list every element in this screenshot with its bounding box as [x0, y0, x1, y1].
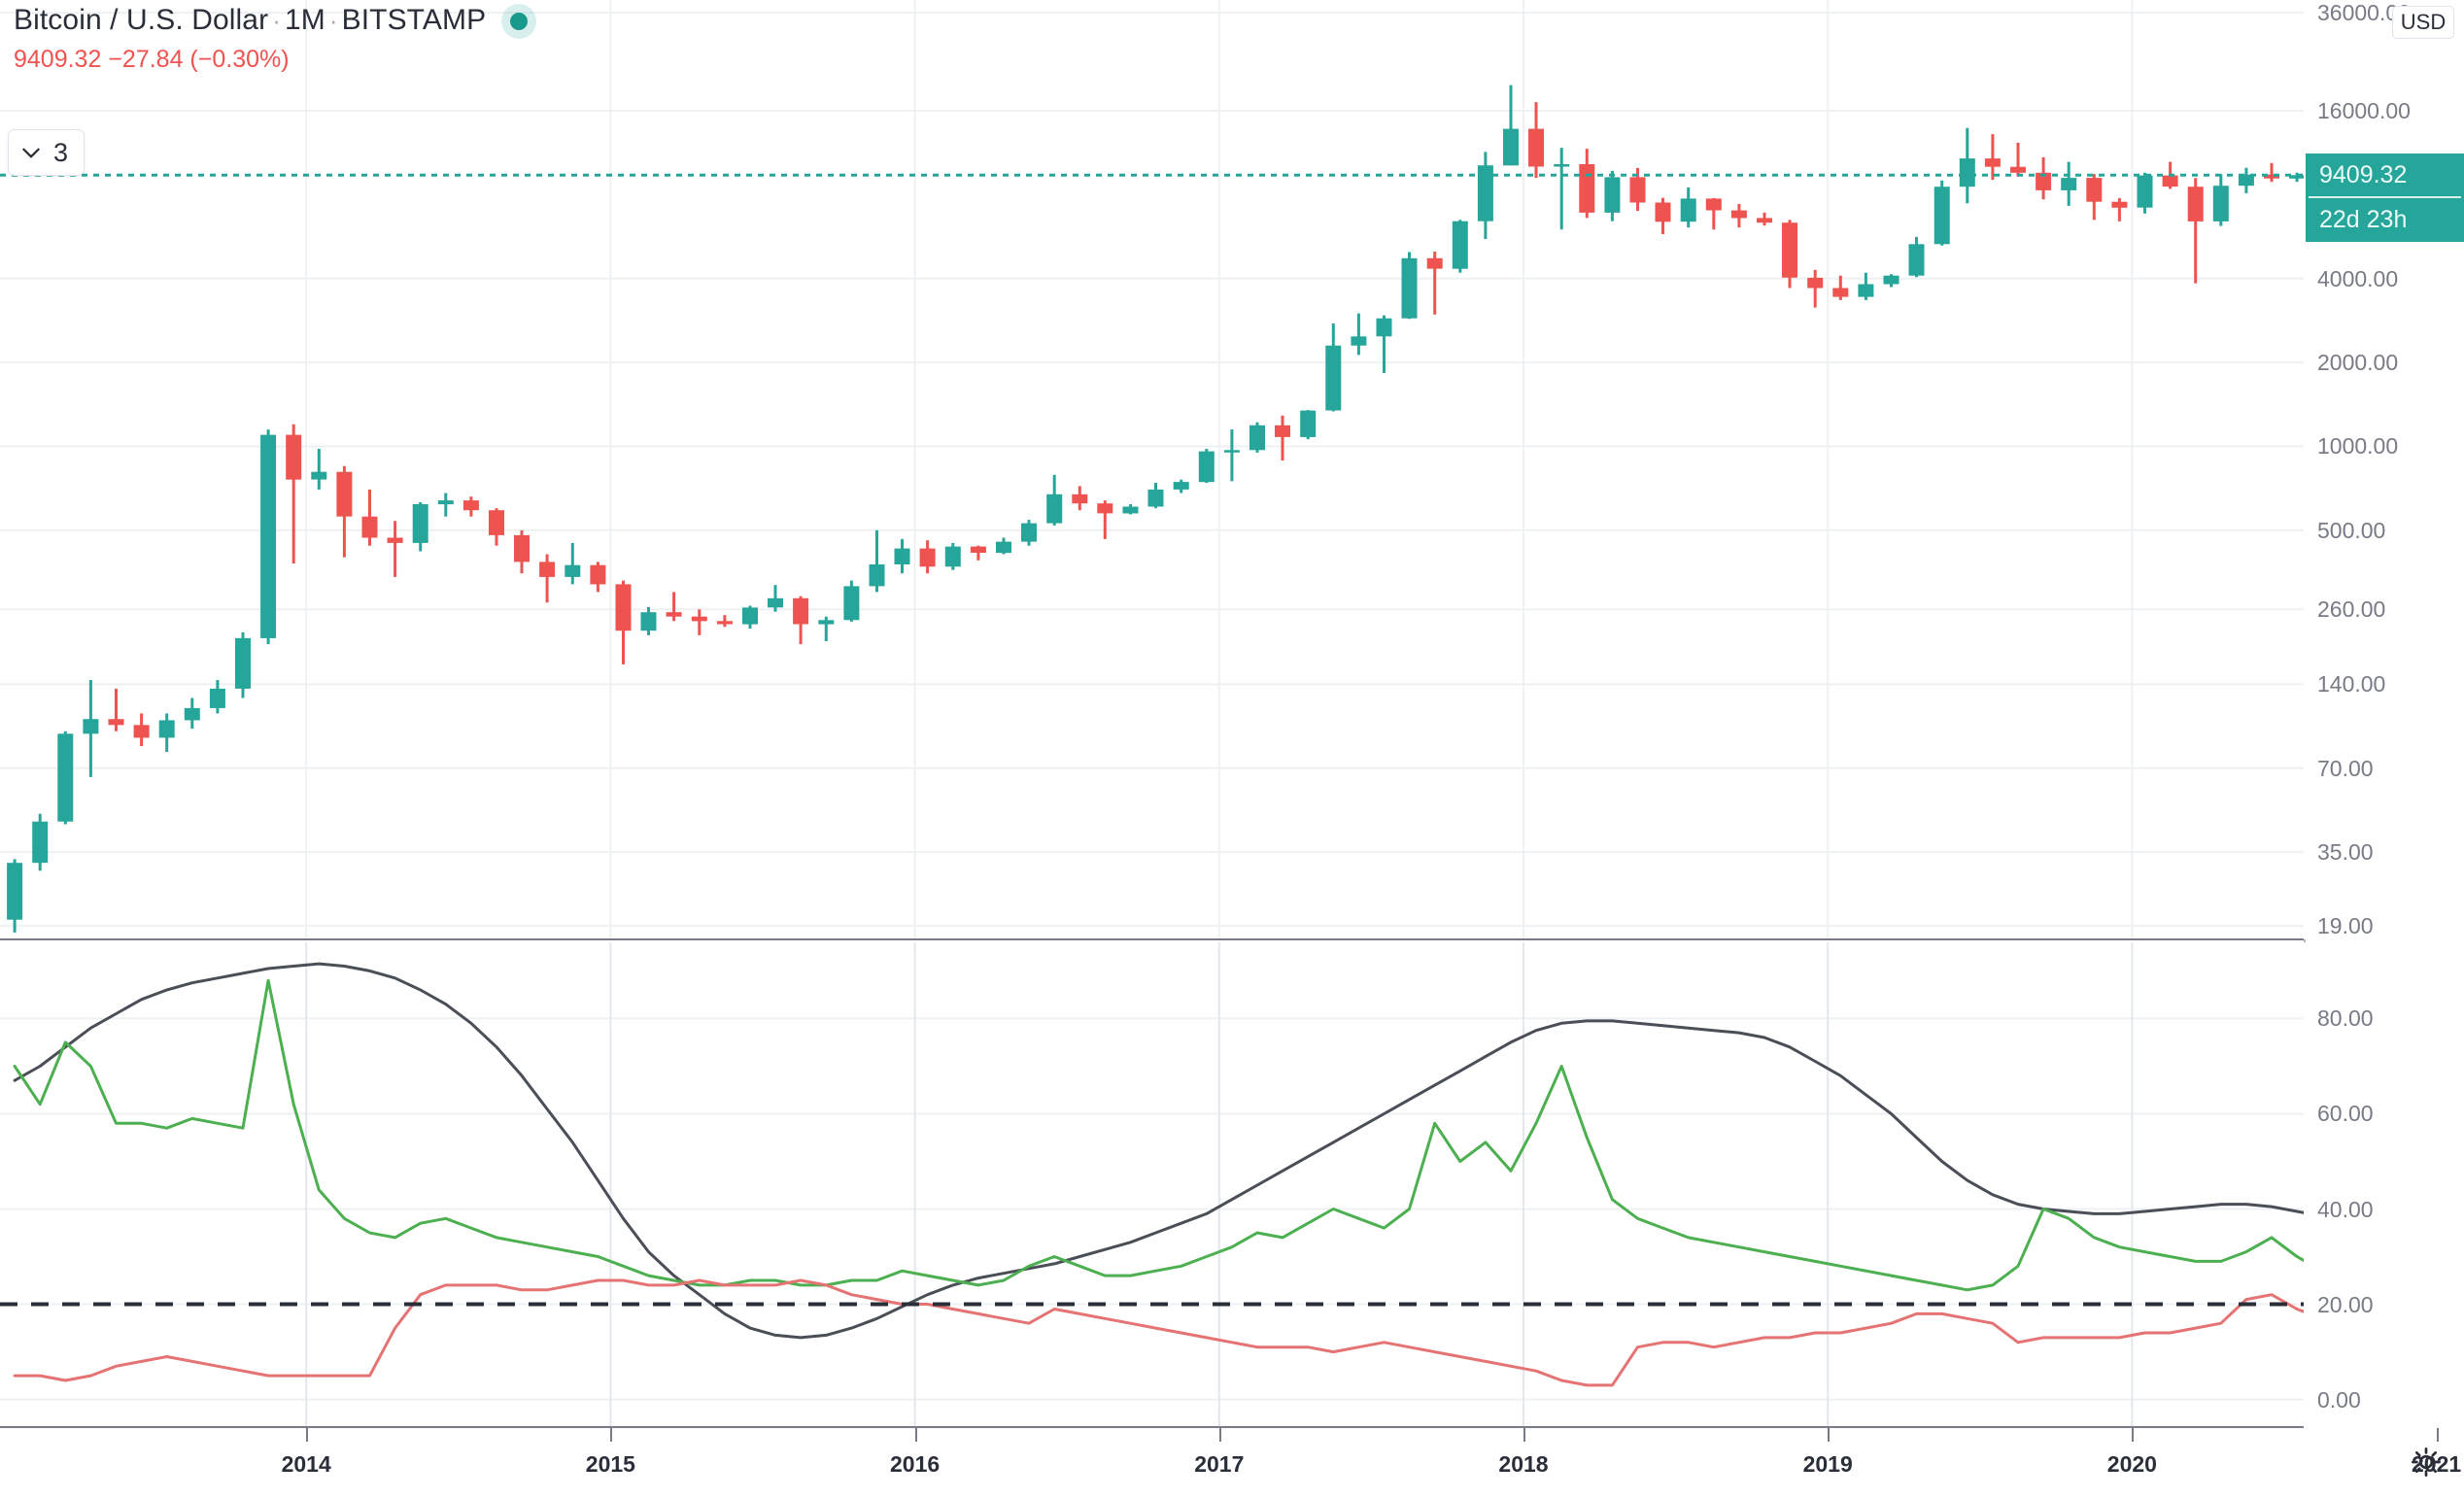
time-axis-tick: 2021	[2412, 1451, 2462, 1477]
price-axis[interactable]: 36000.00 16000.00 4000.00 2000.00 1000.00 500…	[2304, 0, 2464, 939]
time-axis-tickmark	[610, 1428, 613, 1442]
legend-symbol[interactable]: Bitcoin / U.S. Dollar	[14, 4, 269, 36]
price-badge-divider	[2309, 196, 2461, 199]
time-axis-tickmark	[306, 1428, 309, 1442]
time-axis-tick: 2019	[1802, 1451, 1853, 1477]
time-axis-tick: 2016	[890, 1451, 941, 1477]
legend-quote: 9409.32 −27.84 (−0.30%)	[14, 46, 290, 74]
time-axis[interactable]: 2014 2015 2016 2017 2018 2019 2020 2021	[0, 1428, 2464, 1498]
time-axis-tickmark	[914, 1428, 917, 1442]
time-axis-tick: 2020	[2106, 1451, 2157, 1477]
time-axis-tickmark	[2132, 1428, 2135, 1442]
indicator-axis[interactable]: 80.00 60.00 40.00 20.00 0.00	[2304, 942, 2464, 1428]
currency-badge[interactable]: USD	[2392, 6, 2454, 39]
chevron-down-icon[interactable]	[18, 140, 44, 165]
price-chart-pane[interactable]	[0, 0, 2304, 939]
price-axis-tick: 16000.00	[2317, 98, 2411, 124]
time-axis-tick: 2017	[1194, 1451, 1245, 1477]
current-price-badge[interactable]: 9409.32 22d 23h	[2306, 153, 2464, 243]
legend-interval[interactable]: 1M	[284, 4, 325, 36]
indicator-axis-tick: 0.00	[2317, 1386, 2361, 1413]
price-axis-tick: 70.00	[2317, 755, 2374, 781]
time-axis-divider	[0, 1426, 2464, 1428]
price-axis-tick: 260.00	[2317, 596, 2386, 623]
time-axis-tickmark	[1218, 1428, 1221, 1442]
bar-countdown: 22d 23h	[2319, 206, 2408, 234]
indicator-chart-pane[interactable]	[0, 942, 2304, 1428]
legend-title-row: Bitcoin / U.S. Dollar · 1M · BITSTAMP	[14, 4, 537, 40]
indicator-chart-svg	[0, 942, 2304, 1428]
time-axis-tick: 2015	[585, 1451, 635, 1477]
indicator-legend-pill[interactable]: 3	[8, 129, 86, 176]
legend-separator-1: ·	[272, 6, 281, 35]
price-axis-tick: 4000.00	[2317, 265, 2399, 291]
pane-divider[interactable]	[0, 938, 2304, 940]
time-axis-tick: 2018	[1498, 1451, 1549, 1477]
current-price-value: 9409.32	[2319, 161, 2408, 189]
legend-exchange[interactable]: BITSTAMP	[341, 4, 487, 36]
gear-icon[interactable]	[2410, 1446, 2443, 1479]
time-axis-tickmark	[2436, 1428, 2439, 1442]
price-axis-tick: 1000.00	[2317, 433, 2399, 460]
price-chart-svg	[0, 0, 2304, 939]
indicator-axis-tick: 60.00	[2317, 1101, 2374, 1127]
live-status-dot-icon[interactable]	[501, 4, 537, 40]
indicator-axis-tick: 80.00	[2317, 1005, 2374, 1032]
chart-legend[interactable]: Bitcoin / U.S. Dollar · 1M · BITSTAMP 9409.3…	[14, 4, 537, 74]
indicator-legend-label: 3	[53, 138, 69, 167]
price-axis-tick: 500.00	[2317, 517, 2386, 543]
price-axis-tick: 140.00	[2317, 671, 2386, 698]
time-axis-tickmark	[1523, 1428, 1525, 1442]
indicator-axis-tick: 20.00	[2317, 1291, 2374, 1317]
price-axis-tick: 2000.00	[2317, 350, 2399, 376]
price-axis-tick: 35.00	[2317, 839, 2374, 866]
indicator-axis-tick: 40.00	[2317, 1196, 2374, 1222]
legend-separator-2: ·	[328, 6, 338, 35]
price-axis-tick: 19.00	[2317, 913, 2374, 939]
time-axis-tick: 2014	[281, 1451, 331, 1477]
time-axis-tickmark	[1828, 1428, 1831, 1442]
